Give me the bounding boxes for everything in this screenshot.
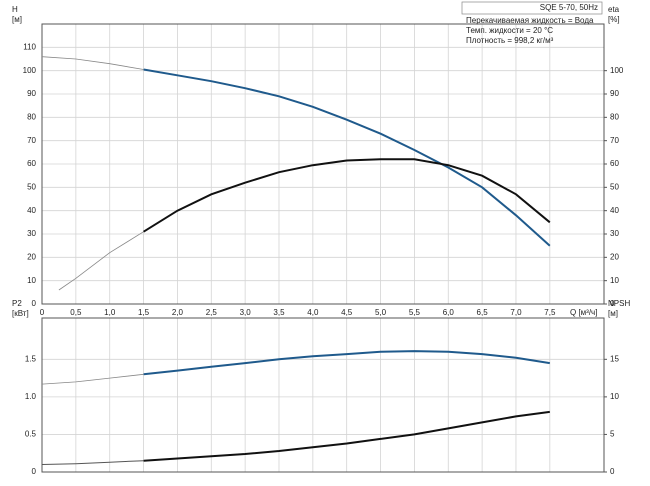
annotation: Перекачиваемая жидкость = Вода xyxy=(466,16,594,25)
y-tick-label: 10 xyxy=(27,276,36,285)
y-axis-label: H xyxy=(12,5,18,14)
y2-tick-label: 0 xyxy=(610,299,615,308)
y-tick-label: 0 xyxy=(32,467,37,476)
x-tick-label: 1,0 xyxy=(104,308,116,317)
chart-title: SQE 5-70, 50Hz xyxy=(540,3,598,12)
x-tick-label: 6,5 xyxy=(477,308,489,317)
y-tick-label: 100 xyxy=(23,66,37,75)
y2-tick-label: 70 xyxy=(610,136,619,145)
y-axis-label: P2 xyxy=(12,299,22,308)
curve xyxy=(143,350,550,376)
y2-tick-label: 20 xyxy=(610,252,619,261)
y2-axis-label: NPSH xyxy=(608,299,630,308)
y2-tick-label: 10 xyxy=(610,276,619,285)
y-tick-label: 40 xyxy=(27,206,36,215)
y2-tick-label: 90 xyxy=(610,89,619,98)
y2-axis-label: [%] xyxy=(608,15,620,24)
y-tick-label: 0 xyxy=(32,299,37,308)
x-tick-label: 1,5 xyxy=(138,308,150,317)
curve xyxy=(58,231,144,291)
x-tick-label: 0 xyxy=(40,308,45,317)
y-axis-label: [м] xyxy=(12,15,22,24)
y-tick-label: 0.5 xyxy=(25,430,37,439)
y-tick-label: 20 xyxy=(27,252,36,261)
x-tick-label: 2,5 xyxy=(206,308,218,317)
y2-tick-label: 60 xyxy=(610,159,619,168)
curve xyxy=(143,68,551,247)
curve xyxy=(143,410,550,462)
x-tick-label: 5,0 xyxy=(375,308,387,317)
y2-tick-label: 100 xyxy=(610,66,624,75)
y-tick-label: 30 xyxy=(27,229,36,238)
x-tick-label: 2,0 xyxy=(172,308,184,317)
x-tick-label: 5,5 xyxy=(409,308,421,317)
curve xyxy=(41,373,144,385)
annotation: Плотность = 998,2 кг/м³ xyxy=(466,36,554,45)
y2-axis-label: eta xyxy=(608,5,620,14)
y-tick-label: 60 xyxy=(27,159,36,168)
x-tick-label: 4,5 xyxy=(341,308,353,317)
y-tick-label: 50 xyxy=(27,182,36,191)
curve xyxy=(41,460,144,465)
plot-frame xyxy=(41,317,605,473)
y2-tick-label: 80 xyxy=(610,112,619,121)
curve xyxy=(143,158,551,233)
y-tick-label: 70 xyxy=(27,136,36,145)
x-tick-label: 7,0 xyxy=(510,308,522,317)
y2-tick-label: 10 xyxy=(610,392,619,401)
x-tick-label: 0,5 xyxy=(70,308,82,317)
x-axis-label: Q [м³/ч] xyxy=(570,308,597,317)
y-tick-label: 110 xyxy=(23,42,36,51)
y2-tick-label: 50 xyxy=(610,182,619,191)
y2-tick-label: 5 xyxy=(610,430,615,439)
plot-frame xyxy=(41,23,605,305)
y2-tick-label: 15 xyxy=(610,354,619,363)
y2-tick-label: 0 xyxy=(610,467,615,476)
y2-tick-label: 40 xyxy=(610,206,619,215)
title-box xyxy=(461,1,603,15)
y-tick-label: 90 xyxy=(27,89,36,98)
y-tick-label: 1.5 xyxy=(25,354,37,363)
x-tick-label: 3,0 xyxy=(240,308,252,317)
x-tick-label: 7,5 xyxy=(544,308,556,317)
y2-axis-label: [м] xyxy=(608,309,618,318)
y-axis-label: [кВт] xyxy=(12,309,29,318)
curve xyxy=(41,56,144,70)
x-tick-label: 4,0 xyxy=(307,308,319,317)
y2-tick-label: 30 xyxy=(610,229,619,238)
y-tick-label: 1.0 xyxy=(25,392,37,401)
x-tick-label: 3,5 xyxy=(273,308,285,317)
y-tick-label: 80 xyxy=(27,112,36,121)
annotation: Темп. жидкости = 20 °C xyxy=(466,26,553,35)
x-tick-label: 6,0 xyxy=(443,308,455,317)
